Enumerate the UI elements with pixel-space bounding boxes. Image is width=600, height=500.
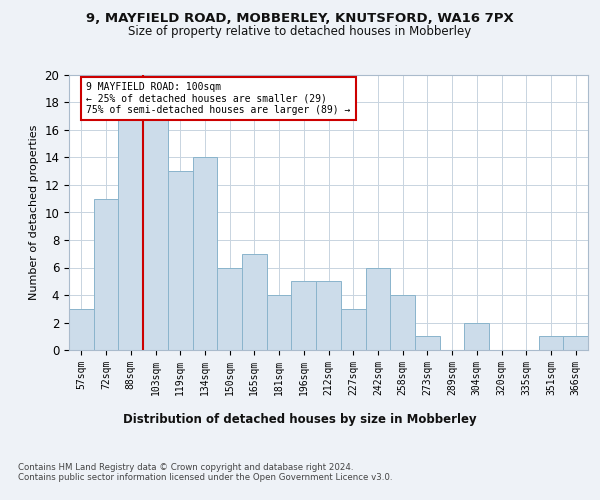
Bar [168, 171, 193, 350]
Text: 9, MAYFIELD ROAD, MOBBERLEY, KNUTSFORD, WA16 7PX: 9, MAYFIELD ROAD, MOBBERLEY, KNUTSFORD, … [86, 12, 514, 26]
Bar [69, 308, 94, 350]
Bar [316, 281, 341, 350]
Bar [464, 322, 489, 350]
Text: 9 MAYFIELD ROAD: 100sqm
← 25% of detached houses are smaller (29)
75% of semi-de: 9 MAYFIELD ROAD: 100sqm ← 25% of detache… [86, 82, 350, 115]
Bar [118, 102, 143, 350]
Text: Contains HM Land Registry data © Crown copyright and database right 2024.
Contai: Contains HM Land Registry data © Crown c… [18, 462, 392, 482]
Y-axis label: Number of detached properties: Number of detached properties [29, 125, 39, 300]
Bar [143, 116, 168, 350]
Bar [94, 198, 118, 350]
Bar [193, 158, 217, 350]
Bar [292, 281, 316, 350]
Bar [390, 295, 415, 350]
Bar [267, 295, 292, 350]
Text: Distribution of detached houses by size in Mobberley: Distribution of detached houses by size … [123, 412, 477, 426]
Bar [563, 336, 588, 350]
Bar [365, 268, 390, 350]
Bar [242, 254, 267, 350]
Bar [539, 336, 563, 350]
Bar [217, 268, 242, 350]
Bar [341, 308, 365, 350]
Bar [415, 336, 440, 350]
Text: Size of property relative to detached houses in Mobberley: Size of property relative to detached ho… [128, 25, 472, 38]
